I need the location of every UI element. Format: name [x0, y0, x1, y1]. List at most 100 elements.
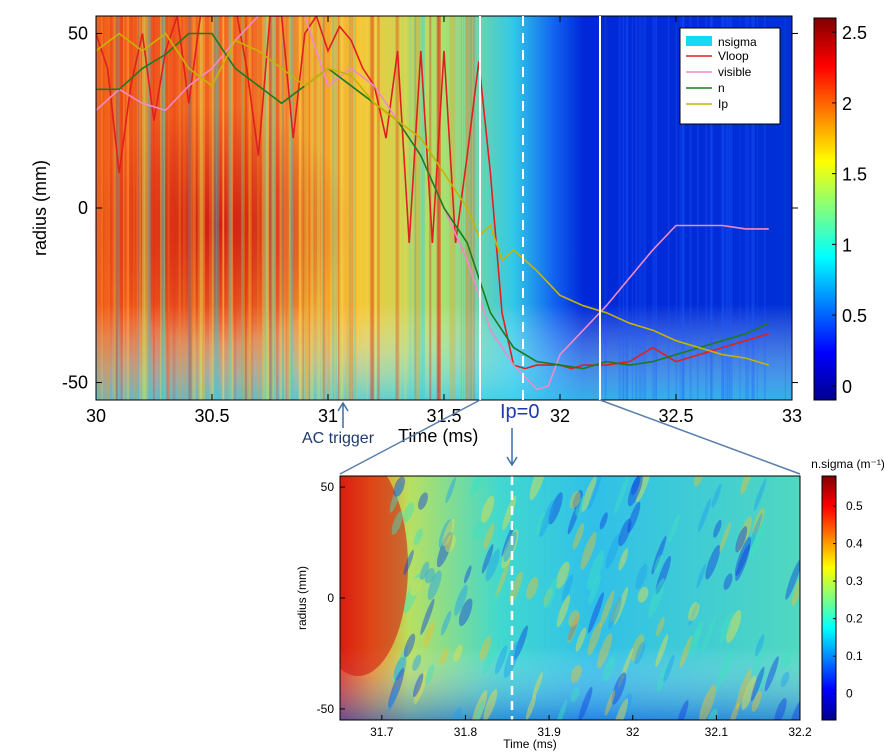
series-line-vloop [96, 16, 770, 370]
zoom-colorbar-tick-label: 0 [846, 687, 853, 701]
heatmap-streak [622, 16, 624, 400]
heatmap-streak [309, 16, 313, 400]
zoom-colorbar-gradient [821, 475, 837, 721]
zoom-heatmap-edge-shade [340, 476, 800, 720]
heatmap-streak [269, 16, 273, 400]
zoom-xtick-label: 31.8 [454, 725, 478, 739]
heatmap-streak [274, 16, 277, 400]
heatmap-streak [696, 16, 699, 400]
zoom-heatmap-streak [472, 520, 484, 540]
zoom-heatmap-streak [780, 649, 792, 670]
zoom-heatmap-streak [656, 616, 665, 636]
heatmap-streak [746, 16, 750, 400]
heatmap-streak [347, 16, 349, 400]
zoom-ytick-label: 50 [321, 480, 335, 494]
heatmap-streak [731, 16, 733, 400]
zoom-heatmap-streak [618, 518, 632, 547]
heatmap-streak [399, 16, 401, 400]
heatmap-streak [751, 16, 754, 400]
series-line-ip [96, 32, 770, 366]
heatmap-streak [298, 16, 302, 400]
zoom-heatmap-streak [696, 564, 706, 589]
zoom-heatmap-streak [718, 612, 733, 645]
heatmap-streak [282, 16, 284, 400]
heatmap-streak [231, 16, 234, 400]
zoom-heatmap-streak [502, 495, 517, 531]
heatmap-streak [161, 16, 166, 400]
ac-trigger-label: AC trigger [302, 430, 375, 447]
heatmap-streak [324, 16, 327, 400]
zoom-heatmap-streak [736, 516, 752, 553]
heatmap-streak [652, 16, 656, 400]
zoom-heatmap-streak [487, 591, 500, 623]
legend-label-nsigma: nsigma [718, 35, 757, 49]
zoom-heatmap-streak [723, 573, 733, 590]
heatmap-streak [178, 16, 181, 400]
zoom-heatmap-streak [567, 501, 581, 535]
zoom-heatmap-streak [501, 529, 519, 569]
zoom-heatmap-streak [697, 498, 712, 533]
zoom-heatmap-streak [599, 590, 615, 628]
zoom-heatmap-streak [634, 641, 646, 665]
heatmap-streak [763, 16, 766, 400]
heatmap-streak [681, 16, 685, 400]
heatmap-streak [404, 16, 407, 400]
zoom-xlabel: Time (ms) [503, 737, 557, 751]
zoom-heatmap-streak [474, 700, 484, 720]
zoom-heatmap-streak [587, 476, 602, 511]
zoom-heatmap-streak [479, 636, 492, 661]
heatmap-streak [302, 16, 306, 400]
zoom-heatmap-streak [752, 507, 765, 536]
zoom-heatmap-streak [423, 621, 435, 648]
heatmap-streak [147, 16, 149, 400]
heatmap-streak [321, 16, 325, 400]
zoom-heatmap-streak [575, 496, 586, 517]
heatmap-streak [279, 16, 282, 400]
zoom-heatmap-streak [529, 476, 547, 501]
heatmap-streak [655, 16, 657, 400]
zoom-heatmap-streak [711, 483, 722, 509]
zoom-heatmap-streak [575, 627, 587, 652]
zoom-heatmap-streak [419, 561, 430, 580]
main-annotations: AC trigger Ip=0 [302, 399, 801, 475]
heatmap-streak [245, 16, 247, 400]
heatmap-streak [222, 16, 225, 400]
main-xtick-label: 32.5 [658, 406, 693, 426]
zoom-heatmap-streak [735, 526, 748, 553]
heatmap-streak [471, 16, 476, 400]
zoom-heatmap-streak [602, 655, 616, 682]
zoom-colorbar-label: n.sigma (m⁻¹) [811, 457, 884, 471]
main-ytick-label: -50 [62, 373, 88, 393]
heatmap-streak [371, 16, 375, 400]
heatmap-streak [466, 16, 471, 400]
heatmap-streak [148, 16, 150, 400]
legend-label-n: n [718, 81, 725, 95]
zoom-heatmap-streak [580, 531, 597, 570]
zoom-colorbar-tick-label: 0.1 [846, 649, 863, 663]
heatmap-streak [271, 16, 275, 400]
zoom-xtick-label: 31.7 [370, 725, 394, 739]
zoom-heatmap-streak [620, 693, 633, 719]
main-xtick-label: 30 [86, 406, 106, 426]
zoom-heatmap-streak [424, 664, 435, 685]
heatmap-streak [272, 16, 276, 400]
zoom-heatmap-streak [630, 634, 645, 662]
zoom-colorbar-tick-label: 0.4 [846, 537, 863, 551]
heatmap-streak [395, 16, 399, 400]
main-heatmap-panel: 30 30.5 31 31.5 32 32.5 33 -50 0 50 radius (mm) T… [30, 15, 802, 446]
heatmap-streak [123, 16, 125, 400]
heatmap-streak [287, 16, 291, 400]
heatmap-streak [449, 16, 453, 400]
zoom-heatmap-streak [637, 586, 649, 603]
heatmap-streak [251, 16, 254, 400]
zoom-colorbar-tick-label: 0.5 [846, 499, 863, 513]
heatmap-streak [710, 16, 712, 400]
zoom-heatmap-streak [453, 644, 463, 662]
heatmap-streak [202, 16, 205, 400]
heatmap-streak [256, 16, 260, 400]
zoom-heatmap-streak [734, 536, 752, 577]
zoom-heatmap-streak [561, 574, 574, 602]
zoom-heatmap-streak [458, 598, 473, 627]
heatmap-streak [141, 16, 146, 400]
heatmap-streak [101, 16, 103, 400]
